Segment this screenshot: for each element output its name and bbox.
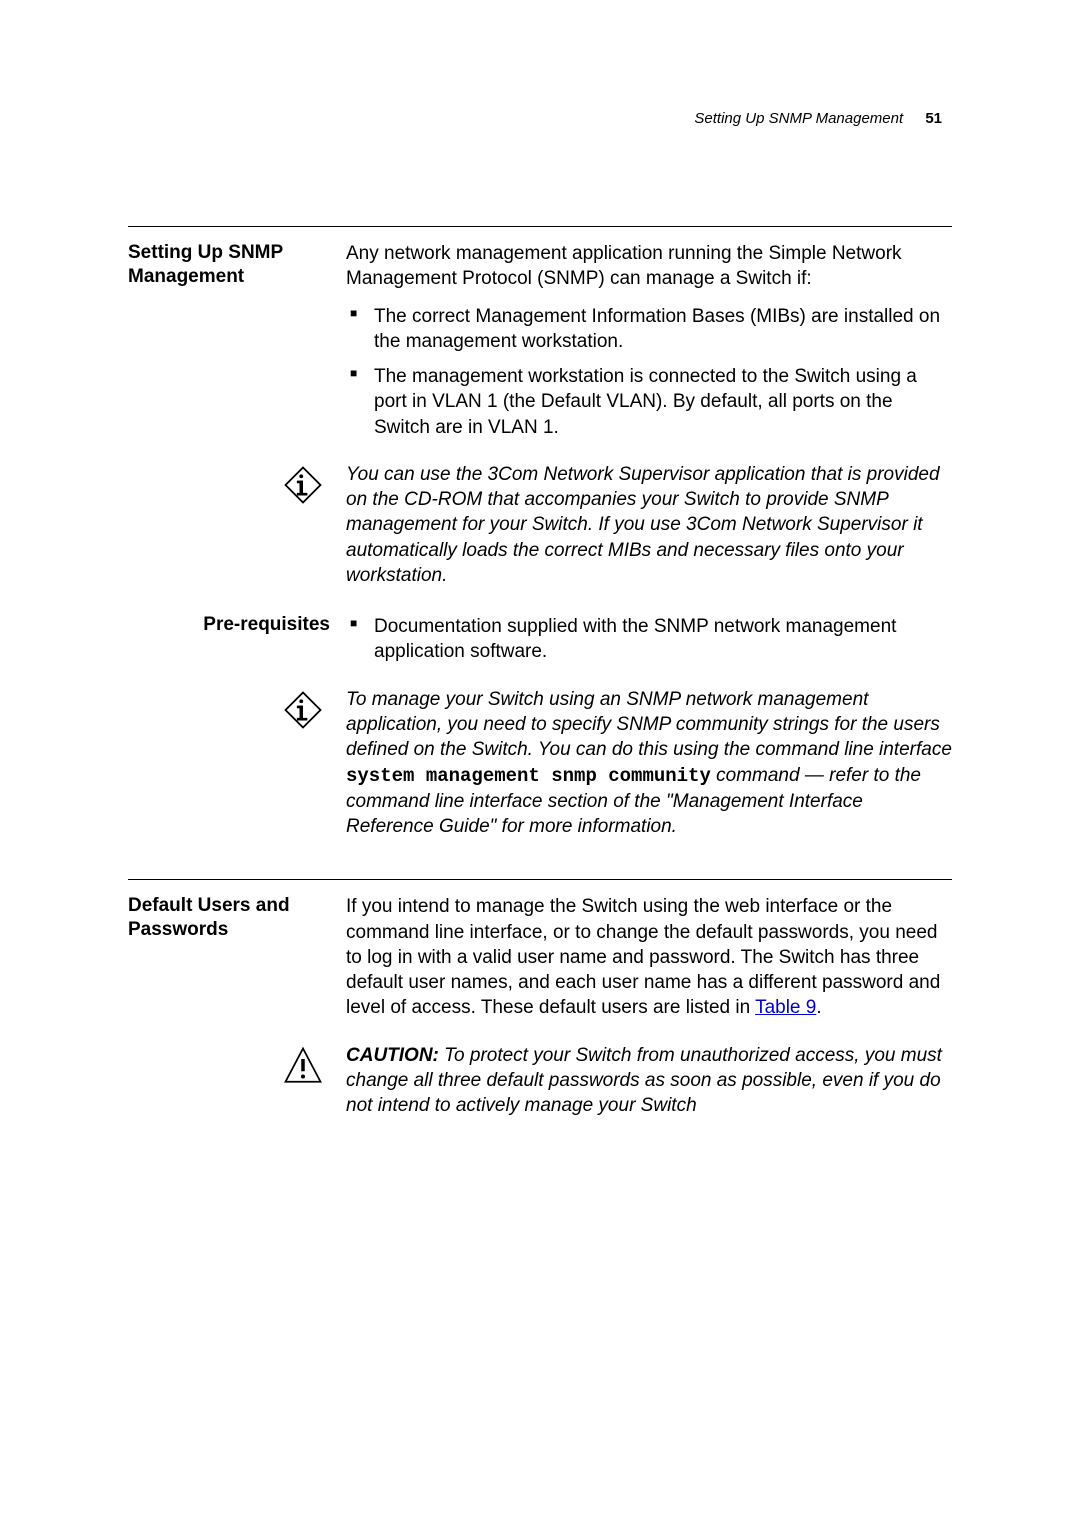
info-icon	[282, 464, 324, 506]
prereq-bullet-1: Documentation supplied with the SNMP net…	[346, 614, 952, 665]
users-body-post: .	[816, 997, 821, 1018]
caution-icon	[282, 1045, 324, 1087]
mgmt-note-pre: To manage your Switch using an SNMP netw…	[346, 689, 952, 761]
section-body-snmp: Any network management application runni…	[346, 241, 952, 452]
page: Setting Up SNMP Management 51 Setting Up…	[0, 0, 1080, 1528]
section-snmp-management: Setting Up SNMP Management Any network m…	[128, 226, 952, 452]
prereq-heading: Pre-requisites	[128, 614, 330, 636]
info-icon-slot-1	[128, 462, 346, 600]
info-note-1: You can use the 3Com Network Supervisor …	[128, 462, 952, 600]
snmp-bullet-list: The correct Management Information Bases…	[346, 304, 952, 440]
info-note-2-text: To manage your Switch using an SNMP netw…	[346, 687, 952, 840]
running-head-text: Setting Up SNMP Management	[694, 110, 903, 127]
prereq-row: Pre-requisites Documentation supplied wi…	[128, 614, 952, 677]
section-body-users: If you intend to manage the Switch using…	[346, 894, 952, 1032]
running-head: Setting Up SNMP Management 51	[694, 110, 942, 127]
snmp-bullet-1: The correct Management Information Bases…	[346, 304, 952, 355]
info-note-2-body: To manage your Switch using an SNMP netw…	[346, 687, 952, 852]
caution-label: CAUTION:	[346, 1045, 439, 1066]
snmp-bullet-2: The management workstation is connected …	[346, 364, 952, 440]
section-heading-slot-users: Default Users and Passwords	[128, 894, 346, 1032]
section-heading-slot: Setting Up SNMP Management	[128, 241, 346, 452]
mgmt-note-command: system management snmp community	[346, 765, 711, 787]
users-body-text: If you intend to manage the Switch using…	[346, 894, 952, 1020]
info-note-1-body: You can use the 3Com Network Supervisor …	[346, 462, 952, 600]
prereq-heading-slot: Pre-requisites	[128, 614, 346, 677]
caution-body: CAUTION: To protect your Switch from una…	[346, 1043, 952, 1131]
caution-text: CAUTION: To protect your Switch from una…	[346, 1043, 952, 1119]
info-note-1-text: You can use the 3Com Network Supervisor …	[346, 462, 952, 588]
info-icon	[282, 689, 324, 731]
caution-icon-slot	[128, 1043, 346, 1131]
snmp-intro: Any network management application runni…	[346, 241, 952, 292]
info-note-2: To manage your Switch using an SNMP netw…	[128, 687, 952, 852]
section-heading-users: Default Users and Passwords	[128, 894, 330, 942]
caution-note: CAUTION: To protect your Switch from una…	[128, 1043, 952, 1131]
table-9-link[interactable]: Table 9	[755, 997, 816, 1018]
prereq-body: Documentation supplied with the SNMP net…	[346, 614, 952, 677]
info-icon-slot-2	[128, 687, 346, 852]
page-number: 51	[925, 110, 942, 127]
section-heading-snmp: Setting Up SNMP Management	[128, 241, 330, 289]
section-default-users: Default Users and Passwords If you inten…	[128, 879, 952, 1032]
prereq-bullet-list: Documentation supplied with the SNMP net…	[346, 614, 952, 665]
users-body-pre: If you intend to manage the Switch using…	[346, 896, 940, 1018]
